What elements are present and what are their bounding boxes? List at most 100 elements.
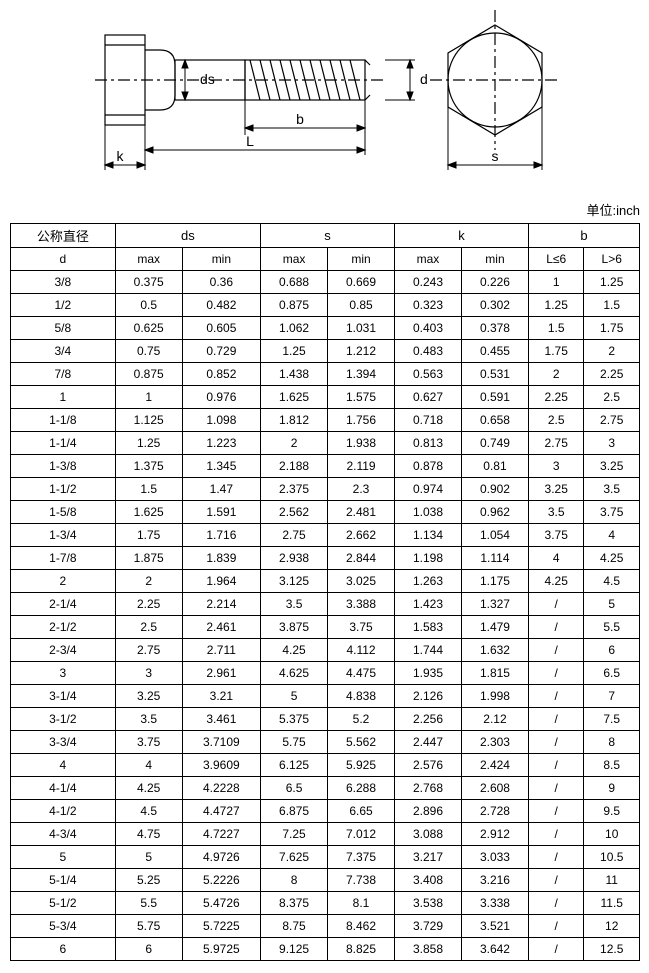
cell-k_max: 1.935 [395, 662, 462, 685]
cell-ds_min: 3.461 [182, 708, 260, 731]
table-row: 4-3/44.754.72277.257.0123.0882.912/10 [11, 823, 640, 846]
cell-s_max: 3.875 [261, 616, 328, 639]
table-row: 5-1/45.255.222687.7383.4083.216/11 [11, 869, 640, 892]
cell-b2: 2.75 [584, 409, 640, 432]
cell-ds_max: 2 [115, 570, 182, 593]
cell-b2: 12.5 [584, 938, 640, 961]
cell-b2: 10 [584, 823, 640, 846]
cell-d: 7/8 [11, 363, 116, 386]
cell-b2: 6 [584, 639, 640, 662]
cell-k_min: 3.642 [461, 938, 528, 961]
cell-k_min: 0.902 [461, 478, 528, 501]
cell-s_max: 5.375 [261, 708, 328, 731]
cell-ds_min: 5.7225 [182, 915, 260, 938]
cell-s_max: 4.25 [261, 639, 328, 662]
cell-d: 1/2 [11, 294, 116, 317]
cell-k_max: 3.538 [395, 892, 462, 915]
cell-d: 5-1/4 [11, 869, 116, 892]
cell-k_min: 0.591 [461, 386, 528, 409]
cell-k_max: 1.198 [395, 547, 462, 570]
cell-ds_min: 1.098 [182, 409, 260, 432]
cell-b2: 2.5 [584, 386, 640, 409]
cell-s_min: 2.844 [328, 547, 395, 570]
cell-ds_min: 5.4726 [182, 892, 260, 915]
cell-b2: 3.75 [584, 501, 640, 524]
cell-ds_max: 6 [115, 938, 182, 961]
cell-b2: 9.5 [584, 800, 640, 823]
cell-s_max: 1.25 [261, 340, 328, 363]
cell-ds_min: 2.711 [182, 639, 260, 662]
cell-s_max: 0.875 [261, 294, 328, 317]
cell-k_max: 2.447 [395, 731, 462, 754]
table-row: 3/80.3750.360.6880.6690.2430.22611.25 [11, 271, 640, 294]
cell-s_min: 4.112 [328, 639, 395, 662]
cell-k_max: 2.768 [395, 777, 462, 800]
cell-b2: 3.25 [584, 455, 640, 478]
cell-s_min: 4.838 [328, 685, 395, 708]
cell-ds_min: 1.223 [182, 432, 260, 455]
cell-b1: / [528, 708, 584, 731]
cell-b1: 3.75 [528, 524, 584, 547]
cell-ds_max: 1.875 [115, 547, 182, 570]
cell-ds_min: 4.2228 [182, 777, 260, 800]
cell-ds_min: 2.214 [182, 593, 260, 616]
col-s-max: max [261, 248, 328, 271]
cell-ds_max: 5.25 [115, 869, 182, 892]
table-row: 1-3/81.3751.3452.1882.1190.8780.8133.25 [11, 455, 640, 478]
cell-d: 1-1/4 [11, 432, 116, 455]
cell-b1: / [528, 777, 584, 800]
cell-b2: 2.25 [584, 363, 640, 386]
table-row: 2-1/42.252.2143.53.3881.4231.327/5 [11, 593, 640, 616]
cell-k_max: 2.576 [395, 754, 462, 777]
cell-ds_max: 1.625 [115, 501, 182, 524]
cell-s_min: 3.75 [328, 616, 395, 639]
cell-k_max: 3.088 [395, 823, 462, 846]
cell-s_max: 7.25 [261, 823, 328, 846]
col-ds-header: ds [115, 224, 260, 248]
cell-d: 1-3/8 [11, 455, 116, 478]
label-s: s [491, 148, 498, 164]
cell-b1: 2.25 [528, 386, 584, 409]
cell-s_max: 6.875 [261, 800, 328, 823]
cell-b2: 7 [584, 685, 640, 708]
cell-d: 1-1/8 [11, 409, 116, 432]
cell-ds_max: 4.75 [115, 823, 182, 846]
cell-s_min: 7.375 [328, 846, 395, 869]
cell-s_max: 6.5 [261, 777, 328, 800]
cell-ds_max: 4 [115, 754, 182, 777]
cell-b2: 5.5 [584, 616, 640, 639]
cell-s_min: 2.481 [328, 501, 395, 524]
table-row: 1-1/41.251.22321.9380.8130.7492.753 [11, 432, 640, 455]
cell-b1: / [528, 685, 584, 708]
col-b-lle6: L≤6 [528, 248, 584, 271]
cell-k_max: 3.858 [395, 938, 462, 961]
cell-ds_max: 0.625 [115, 317, 182, 340]
cell-ds_min: 0.852 [182, 363, 260, 386]
cell-ds_max: 3.25 [115, 685, 182, 708]
cell-s_max: 9.125 [261, 938, 328, 961]
cell-b2: 8.5 [584, 754, 640, 777]
cell-k_max: 1.134 [395, 524, 462, 547]
cell-k_max: 1.263 [395, 570, 462, 593]
cell-k_max: 0.813 [395, 432, 462, 455]
cell-b1: / [528, 869, 584, 892]
cell-b1: / [528, 593, 584, 616]
cell-b2: 4 [584, 524, 640, 547]
spec-table: 公称直径 ds s k b d max min max min max min … [10, 223, 640, 961]
cell-b1: 1.5 [528, 317, 584, 340]
cell-ds_min: 0.36 [182, 271, 260, 294]
cell-d: 5 [11, 846, 116, 869]
cell-d: 5-3/4 [11, 915, 116, 938]
cell-k_max: 0.323 [395, 294, 462, 317]
cell-b1: / [528, 754, 584, 777]
cell-k_min: 3.338 [461, 892, 528, 915]
cell-k_min: 1.327 [461, 593, 528, 616]
bolt-diagram: ds b L k d [25, 10, 625, 190]
cell-ds_min: 4.9726 [182, 846, 260, 869]
cell-s_max: 1.062 [261, 317, 328, 340]
cell-d: 3-1/2 [11, 708, 116, 731]
col-b-header: b [528, 224, 639, 248]
cell-k_min: 1.632 [461, 639, 528, 662]
cell-k_max: 2.126 [395, 685, 462, 708]
cell-k_max: 0.403 [395, 317, 462, 340]
